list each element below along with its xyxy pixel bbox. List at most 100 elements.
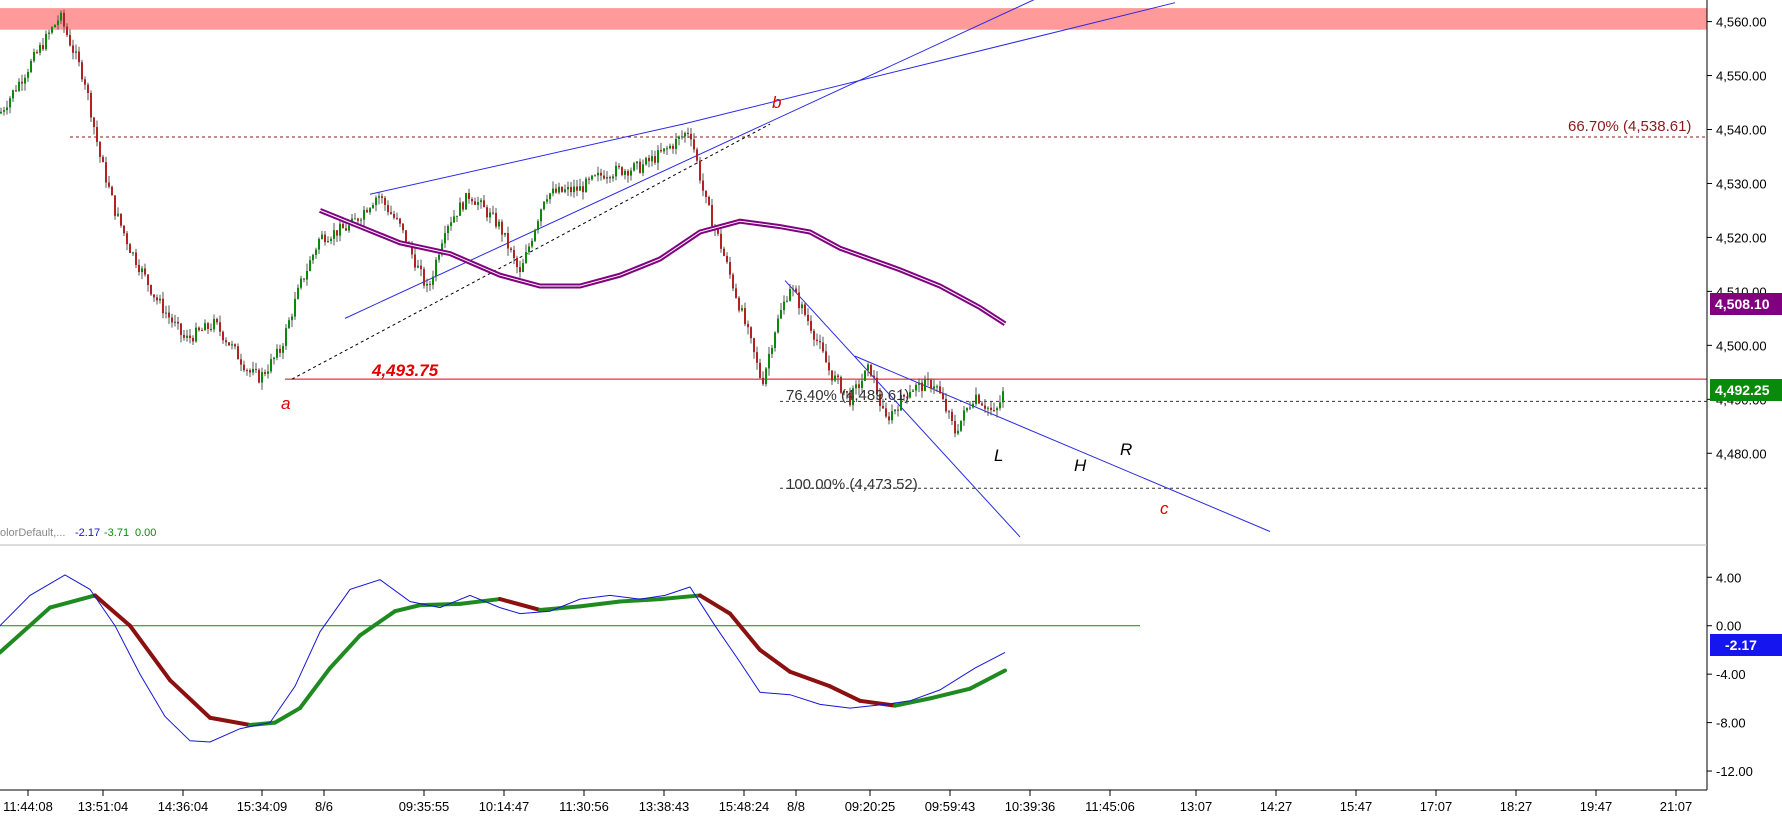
candle-body	[195, 327, 197, 342]
svg-text:-2.17: -2.17	[1725, 637, 1757, 653]
candle-body	[588, 178, 590, 180]
candle-body	[525, 252, 527, 264]
candle-body	[651, 156, 653, 162]
time-axis[interactable]: 11:44:08 13:51:04 14:36:04 15:34:09 8/6 09:35…	[3, 790, 1692, 814]
candle-body	[909, 391, 911, 398]
candle-body	[30, 60, 32, 73]
candle-body	[129, 244, 131, 253]
candle-body	[528, 246, 530, 253]
candle-body	[258, 369, 260, 383]
candle-body	[105, 162, 107, 183]
candle-body	[732, 274, 734, 289]
candle-body	[51, 27, 53, 33]
candle-body	[279, 348, 281, 353]
candle-body	[480, 200, 482, 203]
candle-body	[63, 12, 65, 27]
candle-body	[600, 172, 602, 176]
candle-body	[822, 342, 824, 352]
candle-body	[366, 210, 368, 213]
candle-body	[765, 368, 767, 385]
candle-body	[246, 370, 248, 372]
candle-body	[3, 110, 5, 112]
candle-body	[813, 330, 815, 340]
time-tick-label: 19:47	[1580, 799, 1613, 814]
candle-body	[609, 177, 611, 179]
time-tick-label: 11:30:56	[559, 799, 609, 814]
oscillator-slow-segment	[758, 647, 792, 674]
candle-body	[216, 319, 218, 323]
candle-body	[84, 79, 86, 85]
candle-body	[123, 225, 125, 234]
candle-body	[9, 98, 11, 108]
candle-body	[876, 377, 878, 395]
candle-body	[492, 212, 494, 214]
trendline	[344, 0, 1035, 319]
candle-body	[60, 12, 62, 21]
candle-body	[171, 317, 173, 323]
wave-label-a: a	[281, 394, 290, 413]
candle-body	[579, 186, 581, 191]
candle-body	[435, 259, 437, 277]
oscillator-slow-segment	[618, 597, 662, 604]
candle-body	[474, 201, 476, 205]
moving-average-line-inner	[319, 209, 1006, 325]
time-tick-label: 15:47	[1340, 799, 1373, 814]
candle-body	[678, 136, 680, 139]
candle-body	[87, 84, 89, 93]
candle-body	[342, 223, 344, 229]
candle-body	[831, 370, 833, 381]
oscillator-slow-segment	[538, 604, 582, 612]
candle-body	[222, 331, 224, 341]
candle-body	[684, 132, 686, 137]
oscillator-tick-label: -8.00	[1716, 716, 1746, 731]
candle-body	[411, 244, 413, 255]
oscillator-axis-ticks: 4.00 0.00 -4.00 -8.00 -12.00	[1707, 570, 1753, 779]
candle-body	[681, 136, 683, 138]
resistance-zone	[0, 8, 1707, 30]
candle-body	[264, 372, 266, 374]
candle-body	[900, 394, 902, 411]
candle-body	[573, 186, 575, 193]
candle-body	[807, 314, 809, 321]
candle-body	[999, 402, 1001, 409]
candle-body	[459, 202, 461, 216]
candle-body	[666, 148, 668, 150]
candle-body	[255, 368, 257, 370]
candle-body	[477, 202, 479, 205]
candle-body	[612, 176, 614, 179]
a-to-b-dashed-line	[291, 123, 771, 380]
candle-body	[981, 403, 983, 406]
candle-body	[444, 233, 446, 244]
price-tick-label: 4,480.00	[1716, 446, 1767, 461]
candle-body	[966, 407, 968, 411]
oscillator-tick-label: 0.00	[1716, 619, 1741, 634]
fib-label-66: 66.70% (4,538.61)	[1568, 118, 1691, 135]
candle-body	[828, 362, 830, 371]
candle-body	[0, 111, 2, 114]
candle-body	[177, 321, 179, 324]
candle-body	[558, 186, 560, 193]
oscillator-slow-segment	[698, 593, 732, 616]
time-tick-label: 15:48:24	[719, 799, 770, 814]
candle-body	[954, 420, 956, 434]
candle-body	[843, 391, 845, 393]
candle-body	[498, 221, 500, 227]
candle-body	[519, 267, 521, 272]
candle-body	[906, 396, 908, 398]
candle-body	[888, 416, 890, 421]
ma-value-badge: 4,508.10	[1710, 293, 1782, 315]
candle-body	[759, 362, 761, 378]
oscillator-slow-segment	[393, 603, 422, 614]
candle-body	[45, 33, 47, 50]
candle-body	[348, 225, 350, 231]
candle-body	[267, 371, 269, 374]
last-price-badge: 4,492.25	[1710, 379, 1782, 401]
candle-body	[249, 370, 251, 373]
candle-body	[798, 292, 800, 309]
price-tick-label: 4,520.00	[1716, 230, 1767, 245]
candle-body	[327, 240, 329, 243]
candle-body	[402, 223, 404, 231]
candle-body	[108, 182, 110, 187]
price-tick-label: 4,540.00	[1716, 123, 1767, 138]
